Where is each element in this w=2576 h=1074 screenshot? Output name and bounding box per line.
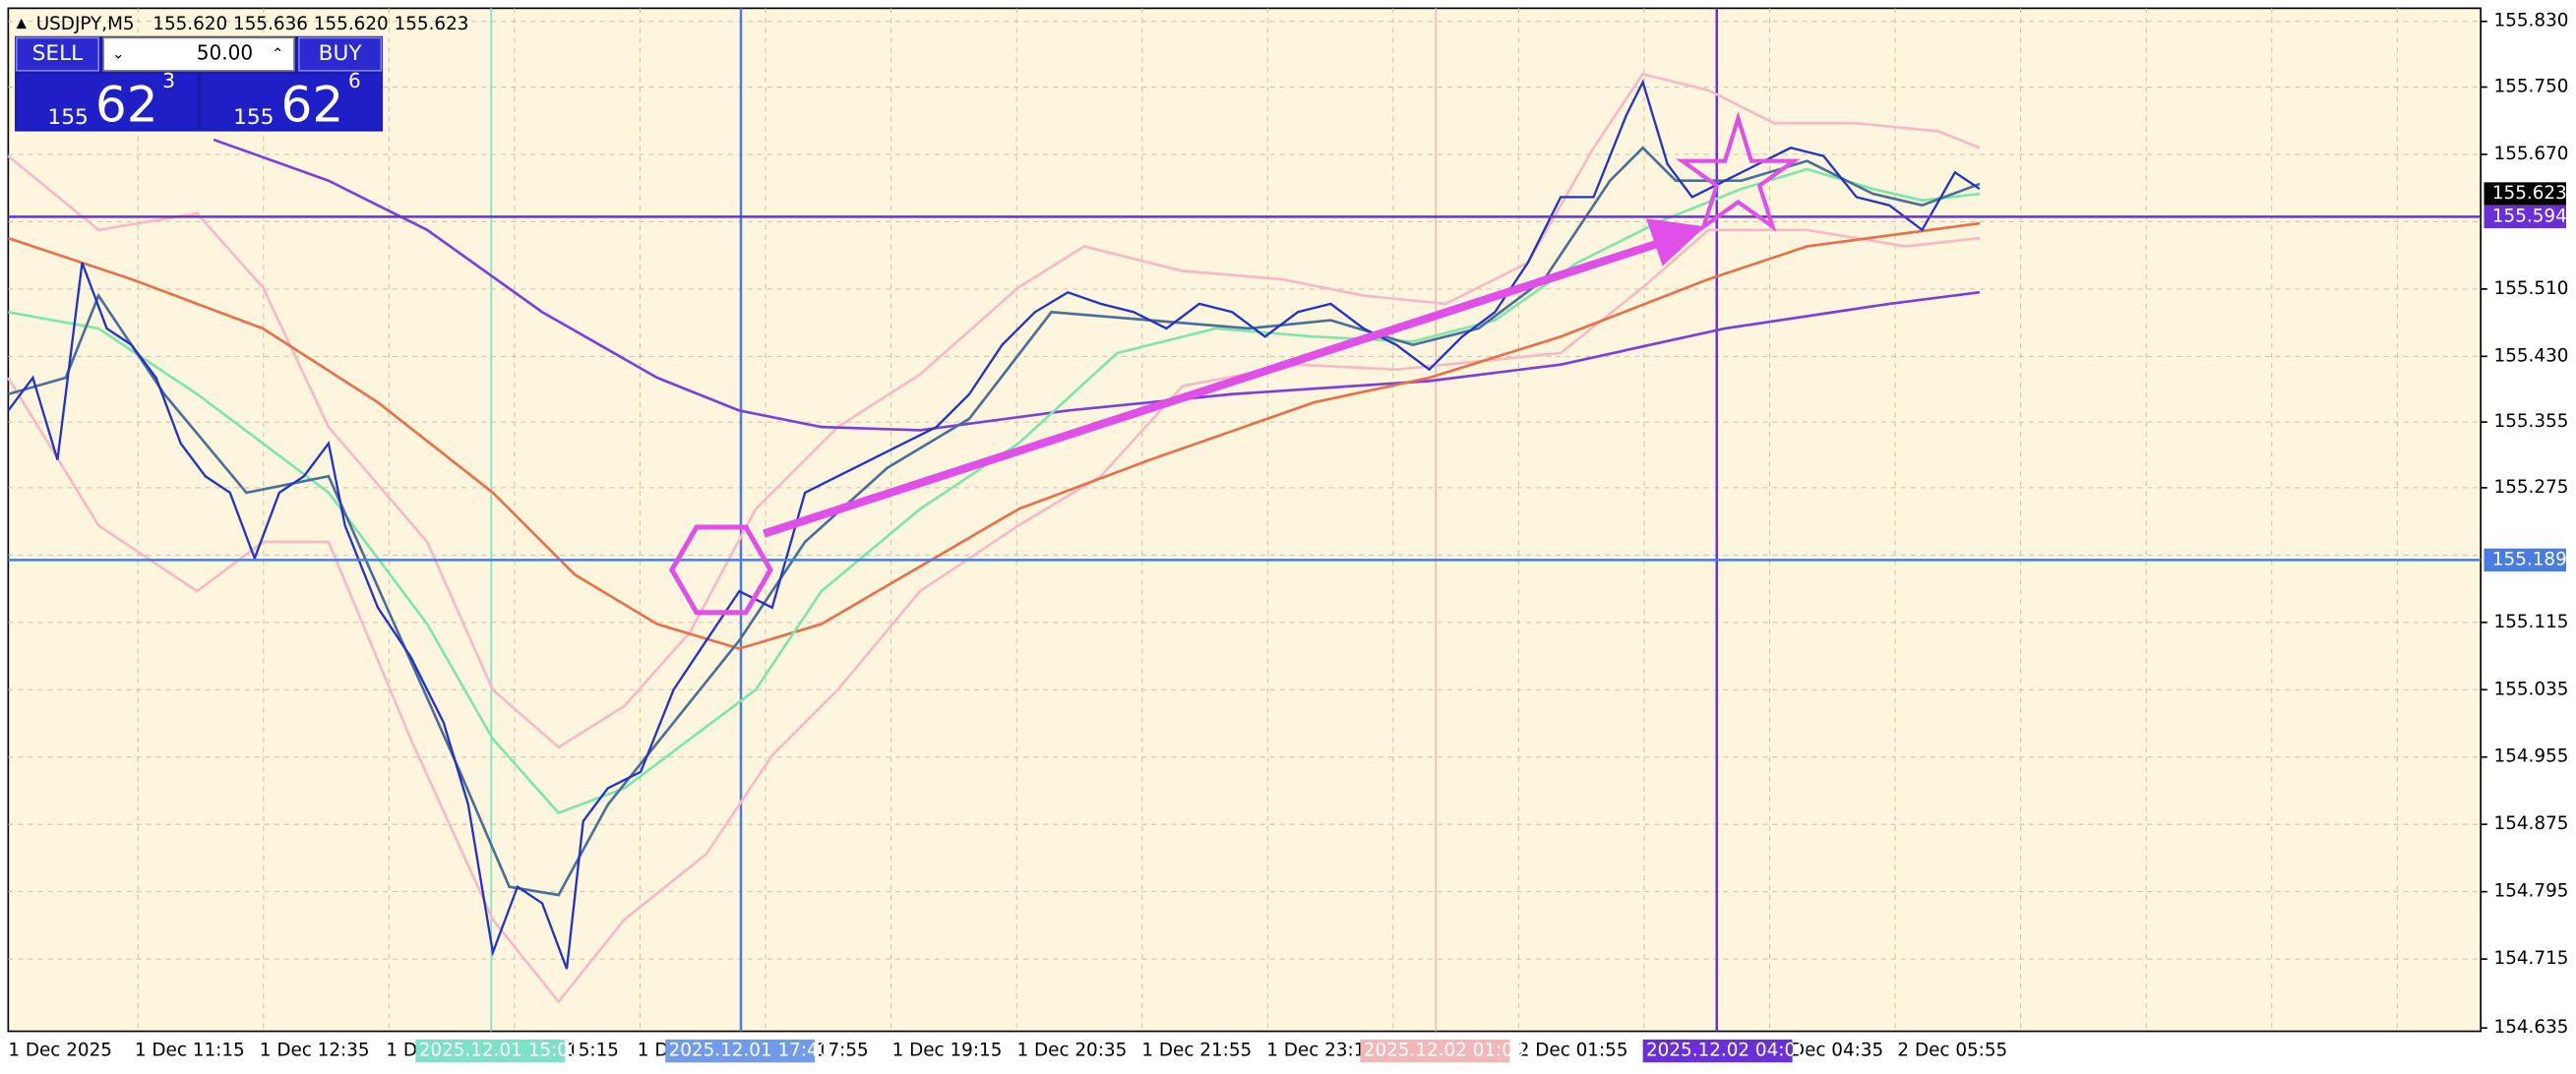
price-line — [7, 79, 1981, 970]
time-label: 1 Dec 20:35 — [1017, 1041, 1128, 1061]
bid-box[interactable] — [16, 74, 198, 130]
band-lower — [7, 228, 1981, 1004]
price-marker-bg — [2484, 182, 2566, 206]
ma-slow — [213, 138, 1981, 432]
lots-down[interactable]: ⌄ — [112, 45, 125, 63]
price-marker-bg — [2484, 205, 2566, 229]
price-label: 155.510 — [2494, 278, 2569, 299]
sell-label: SELL — [32, 41, 84, 66]
quote: 155.620 155.636 155.620 155.623 — [153, 14, 468, 34]
price-label: 155.355 — [2494, 411, 2569, 432]
arrow-head — [1645, 218, 1706, 267]
time-marker: 2025.12.02 01:00 — [1364, 1041, 1525, 1061]
time-marker: 2025.12.01 15:00 — [419, 1041, 581, 1061]
time-label: 1 Dec 12:35 — [260, 1041, 370, 1061]
bid-pips: 62 — [95, 77, 158, 134]
price-label: 155.830 — [2494, 11, 2569, 31]
time-label: 1 D — [638, 1041, 669, 1061]
price-label: 154.795 — [2494, 881, 2569, 902]
price-marker: 155.189 — [2492, 549, 2567, 569]
ask-point: 6 — [348, 69, 361, 92]
time-label: 1 Dec 11:15 — [135, 1041, 245, 1061]
price-marker: 155.623 — [2492, 183, 2567, 204]
arrow-drawing — [763, 239, 1661, 538]
ma-medium — [7, 221, 1981, 650]
time-marker-bg — [1642, 1039, 1793, 1063]
buy-button[interactable] — [298, 36, 383, 72]
star-drawing — [1676, 111, 1801, 232]
band-upper — [7, 72, 1981, 749]
sell-button[interactable] — [15, 36, 100, 72]
ma-green — [8, 167, 1981, 815]
ask-big: 155 — [233, 105, 274, 130]
time-label: 1 D — [386, 1041, 417, 1061]
price-marker: 155.594 — [2492, 206, 2567, 226]
time-label: 15:15 — [567, 1041, 619, 1061]
time-label: 1 Dec 2025 — [8, 1041, 112, 1061]
lots-up[interactable]: ⌃ — [272, 45, 284, 63]
buy-label: BUY — [319, 41, 363, 66]
price-marker-bg — [2484, 548, 2566, 572]
time-marker-bg — [415, 1039, 566, 1063]
price-label: 154.635 — [2494, 1017, 2569, 1038]
ask-box[interactable] — [202, 74, 384, 130]
time-marker: 2025.12.02 04:00 — [1646, 1041, 1808, 1061]
price-label: 155.115 — [2494, 612, 2569, 632]
symbol: USDJPY,M5 — [36, 14, 135, 34]
bid-point: 3 — [162, 69, 175, 92]
ask-pips: 62 — [281, 77, 344, 134]
price-label: 154.715 — [2494, 948, 2569, 969]
price-label: 155.275 — [2494, 477, 2569, 498]
time-label: 2 Dec 01:55 — [1518, 1041, 1628, 1061]
time-marker-bg — [1360, 1039, 1510, 1063]
time-label: 2 Dec 05:55 — [1897, 1041, 2007, 1061]
time-label: 1 Dec 21:55 — [1141, 1041, 1252, 1061]
symbol-triangle: ▲ — [17, 16, 28, 30]
time-marker-bg — [665, 1039, 816, 1063]
axes: 155.830 155.750 155.670 155.510 155.430 155.3… — [8, 11, 2568, 1063]
price-label: 155.670 — [2494, 144, 2569, 164]
lots-value: 50.00 — [197, 41, 253, 65]
plot-area — [7, 7, 2482, 1033]
time-label: 1 Dec 23:1 — [1266, 1041, 1365, 1061]
time-label: Dec 04:35 — [1791, 1041, 1883, 1061]
price-label: 154.875 — [2494, 813, 2569, 834]
hexagon-drawing — [668, 524, 773, 616]
lots-input[interactable] — [102, 36, 295, 72]
price-label: 155.035 — [2494, 679, 2569, 699]
time-label: 17:55 — [817, 1041, 869, 1061]
time-marker: 2025.12.01 17:40 — [669, 1041, 830, 1061]
time-label: 1 Dec 19:15 — [892, 1041, 1003, 1061]
bid-big: 155 — [47, 105, 88, 130]
price-label: 155.430 — [2494, 345, 2569, 366]
price-label: 155.750 — [2494, 77, 2569, 97]
ma-fast — [7, 146, 1981, 897]
price-label: 154.955 — [2494, 746, 2569, 767]
